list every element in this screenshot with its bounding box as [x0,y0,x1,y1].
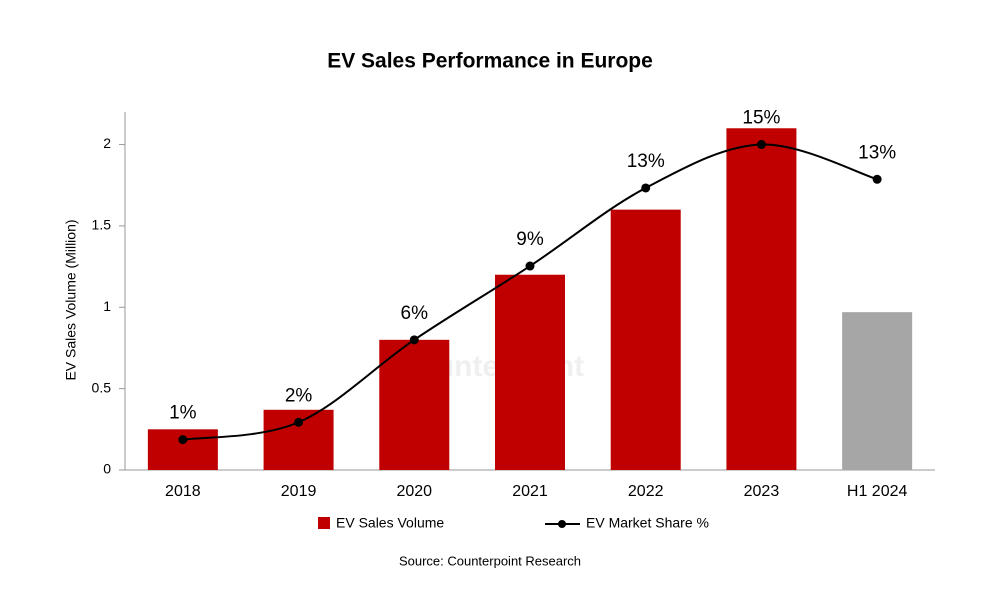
data-label: 9% [516,229,544,250]
data-label: 13% [858,142,896,163]
x-tick-label: 2018 [165,483,201,500]
bar [610,209,681,471]
share-dot [641,183,651,193]
y-axis-label: EV Sales Volume (Million) [63,219,79,380]
legend-dot [558,520,566,528]
x-tick-label: H1 2024 [847,483,908,500]
x-tick-label: 2023 [744,483,780,500]
share-dot [178,435,188,445]
share-dot [409,335,419,345]
x-tick-label: 2020 [396,483,432,500]
bar [379,339,450,470]
bar [726,128,797,471]
y-tick-label: 0.5 [92,379,112,395]
data-label: 6% [401,303,429,324]
data-label: 15% [742,108,780,129]
bar [842,312,913,470]
share-dot [872,174,882,184]
share-dot [525,261,535,271]
bar [495,274,565,470]
share-dot [756,140,766,150]
y-tick-label: 1 [103,298,111,314]
chart-title: EV Sales Performance in Europe [327,50,653,73]
legend-label: EV Market Share % [586,515,709,531]
legend-swatch [318,517,330,529]
source: Source: Counterpoint Research [399,553,581,568]
y-tick-label: 2 [103,135,111,151]
data-label: 13% [627,151,665,172]
y-tick-label: 1.5 [92,217,112,233]
x-tick-label: 2022 [628,483,664,500]
data-label: 2% [285,385,313,406]
y-tick-label: 0 [103,461,111,477]
legend-label: EV Sales Volume [336,515,444,531]
share-dot [294,417,304,427]
data-label: 1% [169,403,197,424]
x-tick-label: 2021 [512,483,548,500]
x-tick-label: 2019 [281,483,317,500]
